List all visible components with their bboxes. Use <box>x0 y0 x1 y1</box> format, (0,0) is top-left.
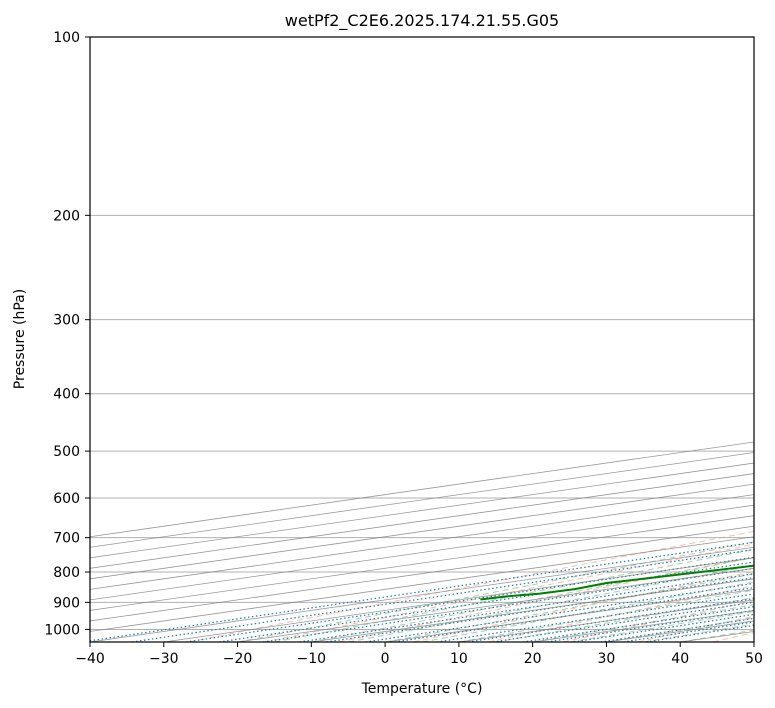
plot-area <box>90 37 754 642</box>
y-tick-label: 500 <box>53 444 80 460</box>
isotherm <box>90 536 754 632</box>
dry-adiabats <box>188 530 754 642</box>
mixing-ratio-line <box>90 541 754 642</box>
x-tick-label: −30 <box>149 651 179 667</box>
x-tick-label: 50 <box>745 651 763 667</box>
plot-frame <box>89 36 755 643</box>
moist-adiabat <box>311 556 754 642</box>
moist-adiabats <box>237 541 754 642</box>
x-tick-label: 0 <box>381 651 390 667</box>
moist-adiabat <box>348 564 754 642</box>
isotherm <box>90 515 754 611</box>
isotherm <box>90 462 754 559</box>
mixing-ratio-line <box>132 548 754 642</box>
profile-series <box>480 564 754 601</box>
x-tick-label: −20 <box>223 651 253 667</box>
isotherm <box>90 494 754 590</box>
dewpoint-profile <box>480 564 754 601</box>
y-tick-label: 800 <box>53 565 80 581</box>
y-tick-label: 700 <box>53 531 80 547</box>
mixing-ratio-line <box>394 587 754 642</box>
chart-title: wetPf2_C2E6.2025.174.21.55.G05 <box>285 11 559 31</box>
y-tick-label: 600 <box>53 491 80 507</box>
y-tick-label: 300 <box>53 313 80 329</box>
x-tick-label: 20 <box>524 651 542 667</box>
x-tick-label: 10 <box>450 651 468 667</box>
y-tick-label: 1000 <box>44 622 80 638</box>
y-axis-label: Pressure (hPa) <box>12 289 28 389</box>
isotherm <box>90 473 754 569</box>
x-tick-label: −10 <box>297 651 327 667</box>
mixing-ratio-line <box>436 593 754 642</box>
x-tick-label: 40 <box>671 651 689 667</box>
mixing-ratio-line <box>365 582 754 642</box>
x-axis-label: Temperature (°C) <box>361 681 483 697</box>
moist-adiabat <box>237 541 754 642</box>
x-tick-label: −40 <box>75 651 105 667</box>
y-tick-label: 100 <box>53 30 80 46</box>
axes: −40 −30 −20 −10 0 10 20 30 40 50 100 200 300 400 500 60… <box>44 30 763 667</box>
isotherms <box>90 441 754 642</box>
mixing-ratio-lines <box>90 541 754 642</box>
isotherm <box>90 452 754 548</box>
isotherm <box>90 504 754 601</box>
y-tick-label: 400 <box>53 387 80 403</box>
dry-adiabat <box>188 530 754 642</box>
isotherm <box>90 525 754 622</box>
y-tick-label: 900 <box>53 595 80 611</box>
isotherm <box>90 483 754 580</box>
x-tick-label: 30 <box>598 651 616 667</box>
y-tick-label: 200 <box>53 208 80 224</box>
